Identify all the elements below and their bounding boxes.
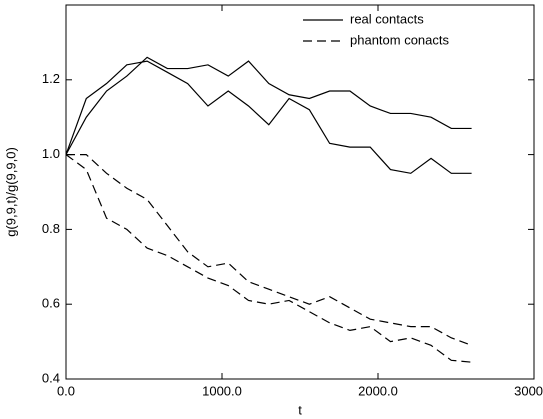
legend-label: real contacts (350, 11, 424, 26)
series-line (66, 154, 472, 346)
y-tick-label: 1.0 (42, 146, 60, 161)
x-axis-label: t (298, 402, 302, 417)
legend-label: phantom conacts (350, 32, 450, 47)
series-line (65, 154, 472, 363)
y-tick-label: 0.4 (42, 370, 60, 385)
series-line (65, 60, 472, 174)
x-tick-label: 3000.0 (514, 383, 543, 398)
x-tick-label: 1000.0 (202, 383, 242, 398)
plot-frame (65, 4, 535, 380)
y-axis-label: g(9,9,t)/g(9,9,0) (3, 147, 18, 237)
series-line (65, 56, 472, 155)
y-tick-label: 1.2 (42, 71, 60, 86)
y-tick-label: 0.6 (42, 296, 60, 311)
x-tick-label: 0.0 (57, 383, 75, 398)
x-tick-label: 2000.0 (358, 383, 398, 398)
y-tick-label: 0.8 (42, 221, 60, 236)
